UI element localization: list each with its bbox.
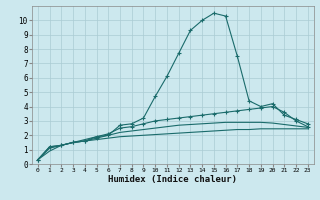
X-axis label: Humidex (Indice chaleur): Humidex (Indice chaleur): [108, 175, 237, 184]
